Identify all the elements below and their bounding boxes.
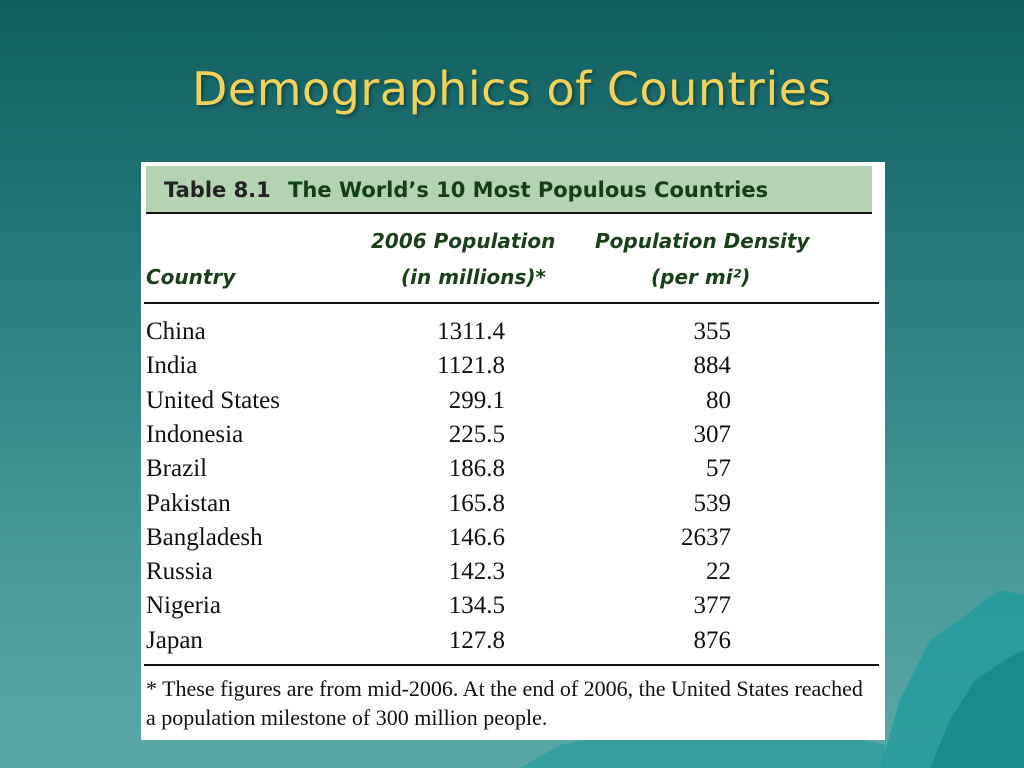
population-cell: 127.8 <box>448 626 505 654</box>
table-row: Russia 142.3 22 <box>141 555 885 589</box>
density-cell: 22 <box>706 558 731 586</box>
population-cell: 225.5 <box>448 420 505 448</box>
density-cell: 884 <box>693 352 732 380</box>
country-cell: Japan <box>146 626 203 654</box>
table-row: China 1311.4 355 <box>141 315 885 349</box>
population-cell: 1311.4 <box>437 318 505 345</box>
table-row: Indonesia 225.5 307 <box>141 418 885 452</box>
table-row: United States 299.1 80 <box>141 384 885 418</box>
population-table: Table 8.1 The World’s 10 Most Populous C… <box>141 162 885 740</box>
density-cell: 2637 <box>681 523 731 551</box>
country-cell: Pakistan <box>146 489 231 517</box>
header-population-line1: 2006 Population <box>371 229 556 253</box>
header-density-line1: Population Density <box>595 229 810 253</box>
table-row: Japan 127.8 876 <box>141 624 885 658</box>
table-row: Pakistan 165.8 539 <box>141 487 885 521</box>
population-cell: 146.6 <box>448 523 505 551</box>
country-cell: India <box>146 352 198 380</box>
density-cell: 539 <box>693 489 732 517</box>
table-caption: Table 8.1 The World’s 10 Most Populous C… <box>146 166 872 214</box>
country-cell: Brazil <box>146 455 208 483</box>
population-cell: 134.5 <box>448 592 505 620</box>
population-cell: 165.8 <box>448 489 505 517</box>
density-cell: 57 <box>706 455 731 483</box>
slide-title: Demographics of Countries <box>191 62 832 116</box>
population-cell: 142.3 <box>448 558 505 586</box>
country-cell: Russia <box>146 558 213 586</box>
population-cell: 299.1 <box>448 386 505 414</box>
header-country: Country <box>146 265 236 289</box>
population-cell: 186.8 <box>448 455 505 483</box>
country-cell: United States <box>146 386 281 414</box>
table-row: Nigeria 134.5 377 <box>141 589 885 623</box>
country-cell: Indonesia <box>146 420 244 448</box>
table-row: Bangladesh 146.6 2637 <box>141 521 885 555</box>
header-population-line2: (in millions)* <box>401 265 546 289</box>
table-row: Brazil 186.8 57 <box>141 452 885 486</box>
table-number: Table 8.1 <box>164 178 271 202</box>
footer-rule <box>144 664 879 666</box>
density-cell: 307 <box>693 420 732 448</box>
density-cell: 355 <box>693 318 732 345</box>
table-caption-title: The World’s 10 Most Populous Countries <box>288 178 769 202</box>
country-cell: China <box>146 318 206 345</box>
country-cell: Bangladesh <box>146 523 263 551</box>
density-cell: 876 <box>693 626 732 654</box>
country-cell: Nigeria <box>146 592 221 620</box>
table-footnote: * These figures are from mid-2006. At th… <box>146 676 863 730</box>
header-rule <box>144 302 879 304</box>
density-cell: 377 <box>693 592 732 620</box>
population-cell: 1121.8 <box>437 352 505 380</box>
density-cell: 80 <box>706 386 731 414</box>
header-density-line2: (per mi²) <box>651 265 751 289</box>
table-row: India 1121.8 884 <box>141 349 885 383</box>
